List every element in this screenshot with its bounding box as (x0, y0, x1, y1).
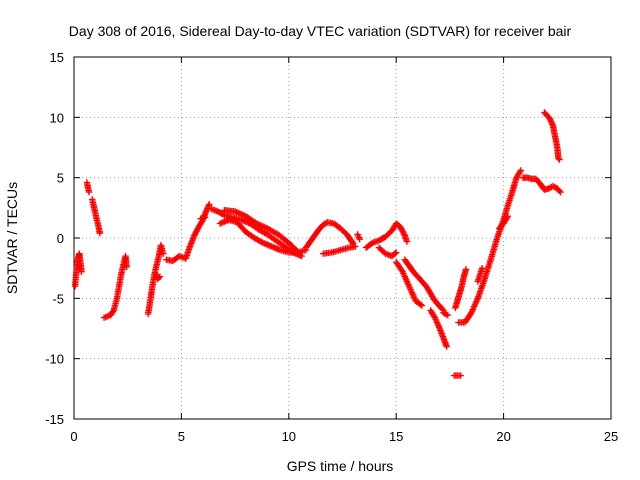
data-point (191, 230, 199, 238)
x-tick-label: 0 (70, 429, 77, 444)
data-point (206, 201, 213, 208)
data-point (201, 214, 209, 221)
data-point (393, 249, 400, 256)
data-point (556, 187, 563, 195)
grid-lines (74, 57, 611, 419)
data-point (557, 188, 564, 196)
axis-ticks: 0 5 10 15 20 25 -15 -10 -5 0 5 10 15 (45, 50, 618, 444)
data-point (352, 243, 359, 250)
data-point (155, 274, 163, 282)
y-tick-label: 15 (50, 50, 64, 65)
data-point (439, 305, 446, 313)
data-point (156, 273, 164, 280)
data-point (504, 213, 512, 220)
data-point (444, 312, 451, 319)
data-point (96, 229, 103, 237)
data-point (391, 250, 399, 257)
chart-title: Day 308 of 2016, Sidereal Day-to-day VTE… (69, 23, 572, 39)
data-point (418, 302, 426, 309)
y-tick-label: -15 (45, 412, 64, 427)
y-axis-label: SDTVAR / TECUs (4, 182, 20, 294)
data-point (109, 308, 117, 315)
data-point (517, 167, 524, 174)
data-point (356, 236, 363, 243)
data-point (403, 238, 411, 245)
data-point (555, 155, 562, 162)
y-tick-label: -10 (45, 352, 64, 367)
data-point (294, 248, 301, 255)
data-points (71, 109, 564, 379)
x-tick-label: 20 (496, 429, 510, 444)
data-point (400, 229, 407, 236)
data-point (443, 311, 450, 318)
data-point (398, 226, 406, 234)
x-axis-label: GPS time / hours (287, 458, 394, 474)
data-point (123, 263, 130, 271)
data-point (399, 228, 406, 235)
data-point (478, 264, 486, 272)
y-tick-label: 0 (57, 231, 64, 246)
x-tick-label: 5 (178, 429, 185, 444)
data-point (398, 225, 405, 232)
data-point (400, 230, 408, 238)
data-point (417, 301, 424, 308)
data-point (193, 226, 201, 234)
data-point (191, 232, 198, 239)
x-tick-label: 15 (389, 429, 403, 444)
data-point (298, 252, 305, 260)
x-tick-label: 10 (282, 429, 296, 444)
data-point (397, 223, 404, 231)
data-point (193, 228, 200, 235)
data-point (503, 214, 511, 221)
data-point (462, 266, 470, 273)
x-tick-label: 25 (604, 429, 618, 444)
data-point (85, 188, 93, 196)
data-point (219, 211, 227, 218)
data-point (516, 168, 524, 176)
y-tick-label: 10 (50, 110, 64, 125)
data-point (258, 238, 265, 246)
data-point (159, 250, 167, 257)
data-point (292, 246, 300, 254)
y-tick-label: -5 (52, 291, 64, 306)
data-point (443, 343, 450, 350)
data-point (457, 372, 464, 379)
data-point (78, 268, 85, 275)
y-tick-label: 5 (57, 171, 64, 186)
data-point (556, 156, 563, 163)
data-point (192, 229, 199, 236)
